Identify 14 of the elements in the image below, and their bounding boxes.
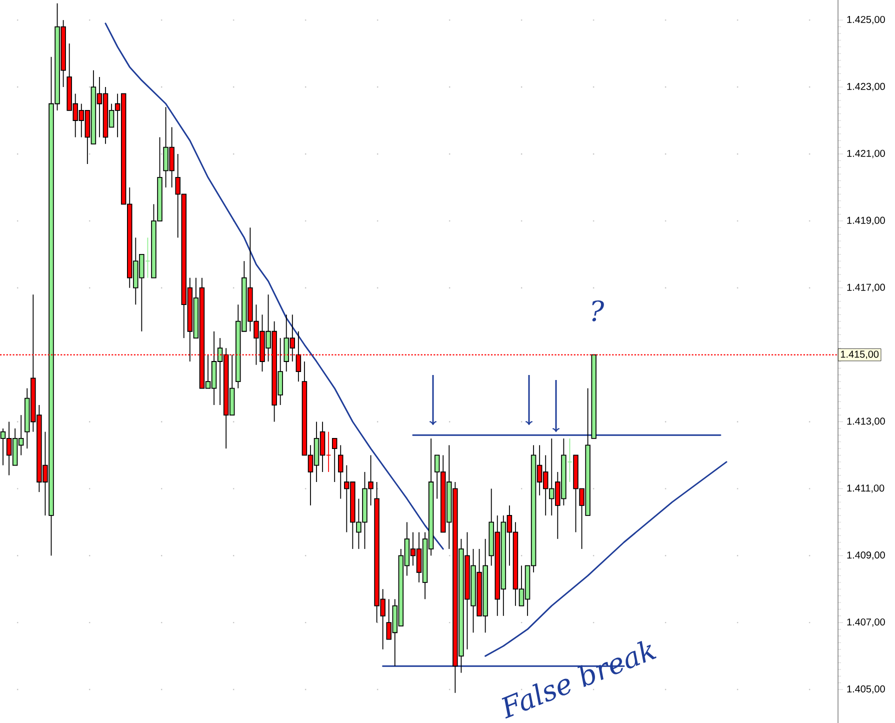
y-tick-label: 1.417,00 (847, 284, 885, 292)
y-tick-label: 1.425,00 (847, 16, 885, 24)
y-tick-label: 1.421,00 (847, 150, 885, 158)
ref-line-label: 1.415,00 (840, 350, 879, 359)
y-tick-label: 1.413,00 (847, 418, 885, 426)
y-tick-label: 1.423,00 (847, 82, 885, 92)
y-tick-label: 1.419,00 (847, 216, 885, 226)
y-tick-label: 1.411,00 (847, 484, 884, 493)
y-tick-label: 1.407,00 (847, 618, 885, 627)
annotation: False break (502, 640, 656, 719)
y-tick-label: 1.409,00 (847, 552, 885, 560)
y-tick-label: 1.405,00 (847, 685, 885, 694)
candlestick (338, 444, 344, 500)
annotation: ? (592, 300, 604, 322)
